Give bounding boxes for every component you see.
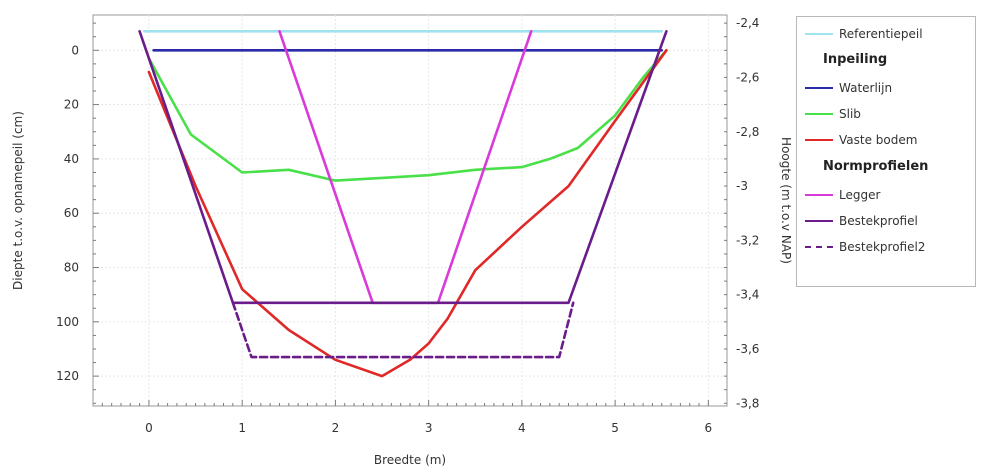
legend-item: Waterlijn: [797, 77, 892, 99]
series-line-bestekprofiel: [138, 29, 668, 305]
y-right-tick-label: -3,6: [736, 342, 759, 356]
y-right-tick-label: -3: [736, 179, 748, 193]
y-left-tick-label: 60: [64, 206, 79, 220]
x-axis-title: Breedte (m): [374, 453, 446, 467]
x-tick-label: 6: [705, 421, 713, 435]
y-left-tick-label: 20: [64, 98, 79, 112]
y-left-tick-label: 80: [64, 261, 79, 275]
x-tick-label: 2: [332, 421, 340, 435]
legend-group-label: Inpeiling: [823, 52, 888, 67]
series-line-bestekprofiel2: [231, 301, 575, 359]
x-tick-label: 4: [518, 421, 526, 435]
y-right-tick-label: -3,2: [736, 233, 759, 247]
legend-label: Slib: [839, 107, 861, 121]
x-tick-label: 0: [145, 421, 153, 435]
y-left-tick-label: 120: [56, 369, 79, 383]
y-left-tick-label: 40: [64, 152, 79, 166]
legend-item: Legger: [797, 184, 880, 206]
series-line-vaste-bodem: [147, 48, 668, 378]
legend-label: Vaste bodem: [839, 133, 918, 147]
legend-swatch: [805, 33, 833, 35]
legend-item: Slib: [797, 103, 861, 125]
y-left-tick-label: 100: [56, 315, 79, 329]
legend-swatch: [805, 87, 833, 89]
legend: Referentiepeil Inpeiling Waterlijn Slib Vast…: [796, 16, 976, 287]
plot-area: [92, 14, 728, 407]
legend-label: Bestekprofiel2: [839, 240, 926, 254]
legend-swatch: [805, 194, 833, 196]
legend-group-label: Normprofielen: [823, 159, 929, 174]
legend-item: Bestekprofiel2: [797, 236, 925, 258]
y-right-tick-label: -3,4: [736, 288, 759, 302]
y-right-axis-title: Hoogte (m t.o.v NAP): [779, 137, 793, 264]
y-left-tick-label: 0: [71, 43, 79, 57]
legend-item: Vaste bodem: [797, 129, 917, 151]
legend-label: Waterlijn: [839, 81, 893, 95]
legend-item: Referentiepeil: [797, 23, 923, 45]
legend-swatch: [805, 113, 833, 115]
legend-label: Legger: [839, 188, 881, 202]
legend-swatch: [805, 246, 833, 248]
x-tick-label: 5: [611, 421, 619, 435]
x-tick-label: 1: [238, 421, 246, 435]
legend-label: Bestekprofiel: [839, 214, 918, 228]
y-right-tick-label: -2,8: [736, 125, 759, 139]
series-line-slib: [147, 48, 668, 182]
y-right-tick-label: -2,4: [736, 16, 759, 30]
legend-swatch: [805, 139, 833, 141]
x-tick-label: 3: [425, 421, 433, 435]
legend-swatch: [805, 220, 833, 222]
legend-label: Referentiepeil: [839, 27, 923, 41]
y-right-tick-label: -3,8: [736, 396, 759, 410]
y-right-tick-label: -2,6: [736, 70, 759, 84]
y-left-axis-title: Diepte t.o.v. opnamepeil (cm): [11, 111, 25, 290]
legend-item: Bestekprofiel: [797, 210, 918, 232]
